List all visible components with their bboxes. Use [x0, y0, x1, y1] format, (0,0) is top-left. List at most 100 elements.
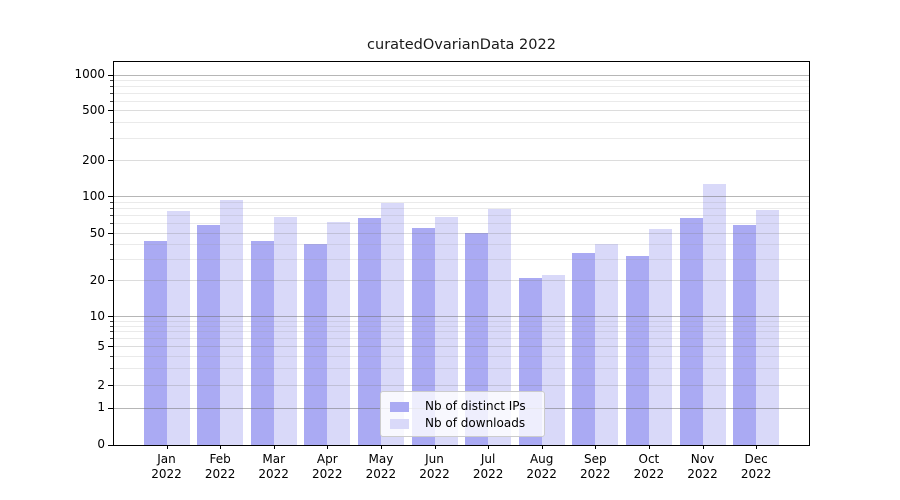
legend-item-downloads: Nb of downloads: [381, 416, 544, 431]
gridline-minor: [114, 223, 809, 225]
y-tick-label: 100: [82, 188, 105, 203]
legend-label-distinct-ips: Nb of distinct IPs: [425, 399, 526, 413]
y-tick-mark: [108, 233, 113, 234]
x-tick-label: Feb 2022: [204, 452, 236, 481]
x-tick-mark: [756, 445, 758, 449]
bar-downloads: [434, 216, 458, 445]
gridline-major: [114, 385, 809, 386]
y-tick-mark: [108, 280, 113, 281]
bar-downloads: [327, 222, 351, 445]
bar-distinct-ips: [143, 240, 167, 445]
bar-downloads: [488, 209, 512, 445]
gridline-minor: [114, 325, 809, 327]
x-tick-label: Apr 2022: [312, 452, 343, 481]
gridline-minor: [114, 85, 809, 87]
y-minor-tick-mark: [110, 320, 113, 322]
gridline-minor: [114, 122, 809, 124]
bar-distinct-ips: [357, 218, 381, 445]
x-tick-mark: [541, 445, 543, 449]
gridline-major: [114, 280, 809, 281]
y-tick-label: 2: [97, 377, 105, 392]
x-tick-mark: [648, 445, 650, 449]
y-tick-label: 50: [89, 225, 105, 240]
bar-downloads: [648, 228, 672, 445]
x-tick-label: May 2022: [365, 452, 397, 481]
gridline-major: [114, 233, 809, 234]
gridline-major: [114, 160, 809, 161]
bar-distinct-ips: [733, 225, 757, 445]
y-minor-tick-mark: [110, 85, 113, 87]
gridline-minor: [114, 259, 809, 261]
y-tick-mark: [108, 407, 113, 409]
y-tick-label: 20: [89, 272, 105, 287]
x-tick-label: Mar 2022: [258, 452, 289, 481]
y-minor-tick-mark: [110, 355, 113, 357]
x-tick-label: Nov 2022: [687, 452, 718, 481]
y-tick-label: 10: [89, 308, 105, 323]
y-tick-label: 200: [82, 152, 105, 167]
y-tick-mark: [108, 110, 113, 111]
x-tick-label: Jan 2022: [151, 452, 182, 481]
x-tick-label: Oct 2022: [633, 452, 665, 481]
gridline-minor: [114, 79, 809, 81]
x-tick-mark: [327, 445, 329, 449]
gridline-minor: [114, 338, 809, 340]
y-tick-mark: [108, 444, 113, 446]
x-tick-mark: [380, 445, 382, 449]
x-tick-mark: [595, 445, 597, 449]
gridline-minor: [114, 137, 809, 139]
y-minor-tick-mark: [110, 259, 113, 261]
y-tick-label: 1000: [74, 67, 105, 81]
y-minor-tick-mark: [110, 215, 113, 216]
gridline-decade: [114, 196, 809, 197]
bar-downloads: [756, 210, 780, 445]
gridline-minor: [114, 320, 809, 322]
y-tick-mark: [108, 385, 113, 386]
x-tick-label: Sep 2022: [580, 452, 611, 481]
bar-downloads: [702, 184, 726, 445]
x-tick-mark: [702, 445, 704, 449]
y-minor-tick-mark: [110, 325, 113, 327]
bar-distinct-ips: [572, 252, 596, 445]
y-minor-tick-mark: [110, 207, 113, 209]
x-tick-mark: [166, 445, 168, 449]
y-minor-tick-mark: [110, 223, 113, 225]
bar-distinct-ips: [304, 244, 328, 445]
legend-label-downloads: Nb of downloads: [425, 416, 526, 430]
y-minor-tick-mark: [110, 100, 113, 102]
gridline-minor: [114, 201, 809, 203]
gridline-minor: [114, 367, 809, 369]
x-tick-label: Aug 2022: [526, 452, 557, 481]
y-tick-mark: [108, 316, 113, 317]
gridline-minor: [114, 100, 809, 102]
bar-downloads: [273, 217, 297, 445]
x-tick-mark: [488, 445, 490, 449]
y-tick-label: 1: [97, 400, 105, 414]
y-tick-label: 5: [97, 338, 105, 353]
bar-distinct-ips: [679, 218, 703, 445]
y-minor-tick-mark: [110, 367, 113, 369]
x-tick-label: Jun 2022: [419, 452, 450, 481]
gridline-major: [114, 110, 809, 111]
bar-downloads: [595, 244, 619, 445]
gridline-decade: [114, 74, 809, 76]
bar-downloads: [220, 199, 244, 445]
y-tick-mark: [108, 346, 113, 347]
chart-title: curatedOvarianData 2022: [367, 37, 556, 53]
y-minor-tick-mark: [110, 338, 113, 340]
y-tick-mark: [108, 160, 113, 161]
x-tick-mark: [220, 445, 222, 449]
gridline-minor: [114, 244, 809, 246]
x-tick-label: Dec 2022: [740, 452, 772, 481]
legend-swatch-downloads: [390, 419, 409, 429]
x-tick-mark: [273, 445, 275, 449]
y-minor-tick-mark: [110, 122, 113, 124]
legend: Nb of distinct IPs Nb of downloads: [380, 391, 545, 437]
gridline-minor: [114, 355, 809, 357]
gridline-minor: [114, 207, 809, 209]
y-tick-label: 0: [97, 437, 105, 451]
bar-distinct-ips: [250, 240, 274, 445]
bar-downloads: [541, 275, 565, 445]
y-minor-tick-mark: [110, 137, 113, 139]
